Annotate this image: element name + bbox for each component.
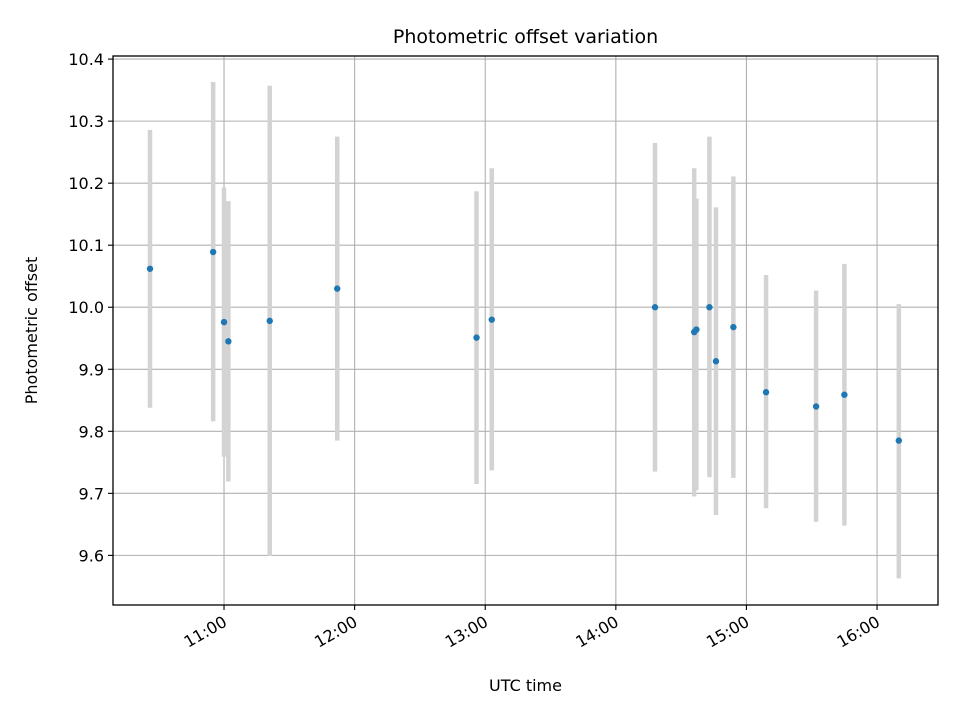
data-point [895,437,903,444]
y-tick-label: 10.0 [68,298,104,317]
data-point [693,326,700,333]
data-point [730,323,737,331]
x-tick-label: 11:00 [181,612,230,652]
data-point [651,304,659,311]
x-tick-label: 15:00 [703,612,752,652]
data-point [220,318,228,326]
errorbars [147,82,902,579]
data-point [266,317,273,325]
data-point [334,285,341,292]
y-tick-label: 9.6 [79,546,104,565]
data-point [841,391,848,398]
data-point [712,358,720,365]
data-point [473,334,480,341]
grid [113,56,938,605]
data-point [762,389,770,396]
chart-title: Photometric offset variation [393,26,658,48]
x-axis-label: UTC time [489,676,562,695]
y-tick-label: 9.7 [79,484,104,503]
x-tick-label: 13:00 [442,612,491,652]
y-axis-label: Photometric offset [22,257,41,405]
data-point [812,403,820,410]
plot-frame [112,55,939,606]
y-tick-label: 10.4 [68,50,104,69]
x-tick-label: 12:00 [311,612,360,652]
y-tick-label: 9.8 [79,422,104,441]
y-tick-label: 9.9 [79,360,104,379]
data-point [225,338,232,345]
data-point [706,304,713,311]
x-tick-label: 16:00 [834,612,883,652]
data-point [488,316,495,323]
y-tick-label: 10.2 [68,174,104,193]
data-point [209,248,217,256]
x-tick-label: 14:00 [572,612,621,652]
data-point [146,265,154,272]
data-points [146,248,903,444]
y-tick-label: 10.1 [68,236,104,255]
y-tick-label: 10.3 [68,112,104,131]
